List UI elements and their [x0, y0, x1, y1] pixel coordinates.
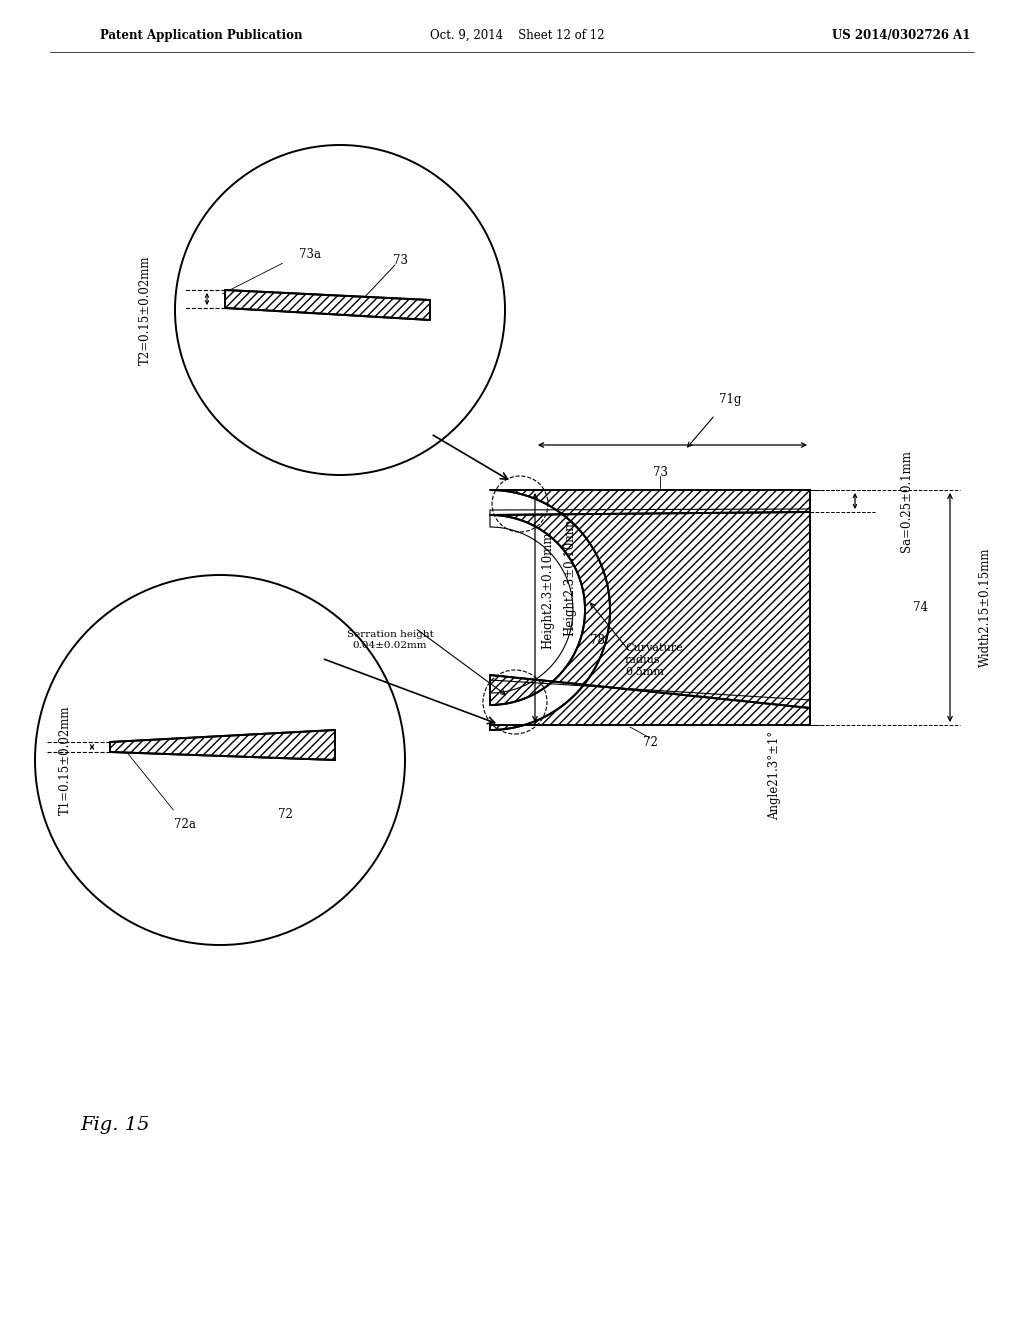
Text: 72: 72 [643, 737, 657, 750]
Text: Patent Application Publication: Patent Application Publication [100, 29, 302, 41]
Text: Fig. 15: Fig. 15 [80, 1115, 150, 1134]
Text: Curvature
radius
0.5mm: Curvature radius 0.5mm [625, 643, 683, 677]
Text: T1=0.15±0.02mm: T1=0.15±0.02mm [58, 705, 72, 814]
Text: 72: 72 [278, 808, 293, 821]
PathPatch shape [490, 490, 810, 730]
Text: Height2.3±0.10mm: Height2.3±0.10mm [563, 519, 577, 636]
Text: 73: 73 [392, 253, 408, 267]
Text: Serration height
0.04±0.02mm: Serration height 0.04±0.02mm [346, 630, 433, 649]
Polygon shape [490, 490, 810, 730]
Polygon shape [225, 290, 430, 319]
Polygon shape [110, 730, 335, 760]
Text: T2=0.15±0.02mm: T2=0.15±0.02mm [138, 255, 152, 364]
Text: 72a: 72a [174, 818, 196, 832]
Text: 78: 78 [590, 634, 605, 647]
Text: 74: 74 [912, 601, 928, 614]
Text: Width2.15±0.15mm: Width2.15±0.15mm [979, 548, 991, 667]
Text: Height2.3±0.10mm: Height2.3±0.10mm [542, 531, 555, 648]
Text: US 2014/0302726 A1: US 2014/0302726 A1 [831, 29, 970, 41]
Text: 73: 73 [652, 466, 668, 479]
Text: 73a: 73a [299, 248, 321, 261]
Text: 71g: 71g [719, 393, 741, 407]
Text: Sa=0.25±0.1mm: Sa=0.25±0.1mm [900, 450, 913, 552]
Text: Oct. 9, 2014    Sheet 12 of 12: Oct. 9, 2014 Sheet 12 of 12 [430, 29, 604, 41]
Text: Angle21.3°±1°: Angle21.3°±1° [768, 730, 781, 820]
